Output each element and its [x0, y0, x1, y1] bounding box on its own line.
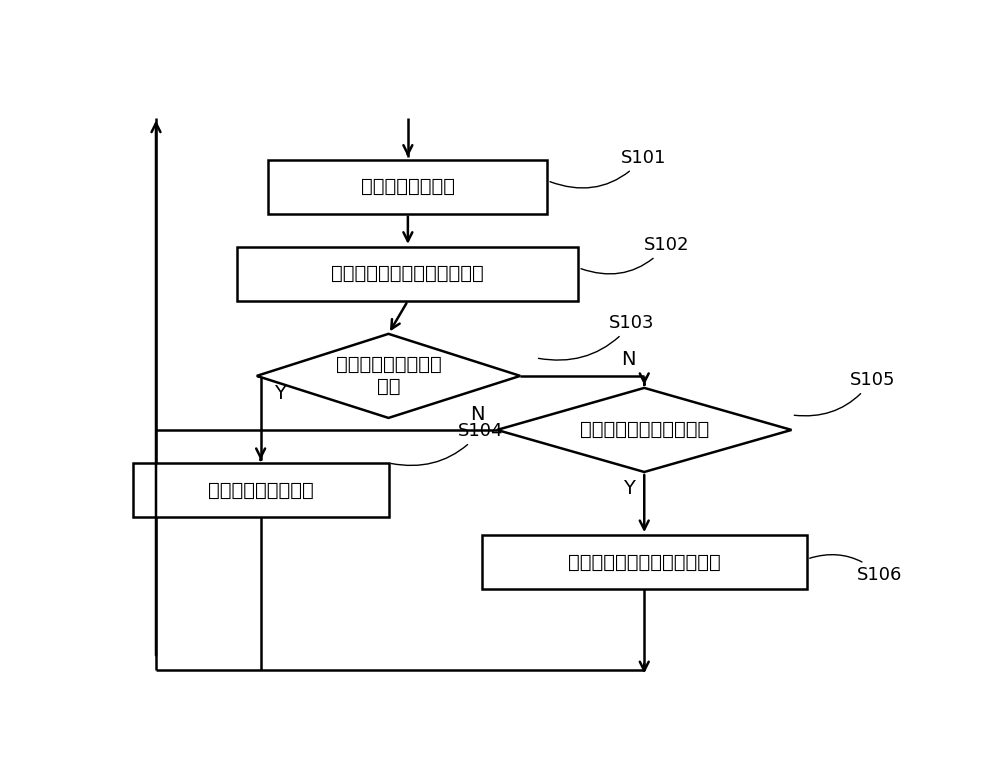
Text: 验证所述数据是否为
密钥: 验证所述数据是否为 密钥 [336, 356, 441, 396]
Polygon shape [257, 334, 520, 418]
Text: S102: S102 [581, 236, 690, 274]
Text: S106: S106 [810, 555, 903, 584]
Polygon shape [497, 388, 792, 472]
Text: S105: S105 [794, 371, 895, 416]
Text: Y: Y [274, 385, 286, 403]
Text: 定时检测触发命令: 定时检测触发命令 [361, 177, 455, 197]
Text: S101: S101 [550, 149, 666, 188]
Text: 判断所述数据是否为键值: 判断所述数据是否为键值 [580, 420, 709, 439]
Text: N: N [622, 349, 636, 369]
FancyBboxPatch shape [133, 463, 388, 517]
Text: 执行所述键值对应的按键指令: 执行所述键值对应的按键指令 [568, 552, 721, 572]
Text: 当检测到触发命令后获取数据: 当检测到触发命令后获取数据 [332, 264, 484, 283]
Text: 读取并写入多个键值: 读取并写入多个键值 [208, 480, 314, 499]
FancyBboxPatch shape [268, 160, 547, 214]
Text: S104: S104 [391, 422, 504, 466]
FancyBboxPatch shape [237, 246, 578, 301]
Text: N: N [470, 406, 485, 424]
Text: Y: Y [623, 479, 635, 498]
FancyBboxPatch shape [482, 535, 807, 589]
Text: S103: S103 [538, 314, 655, 360]
